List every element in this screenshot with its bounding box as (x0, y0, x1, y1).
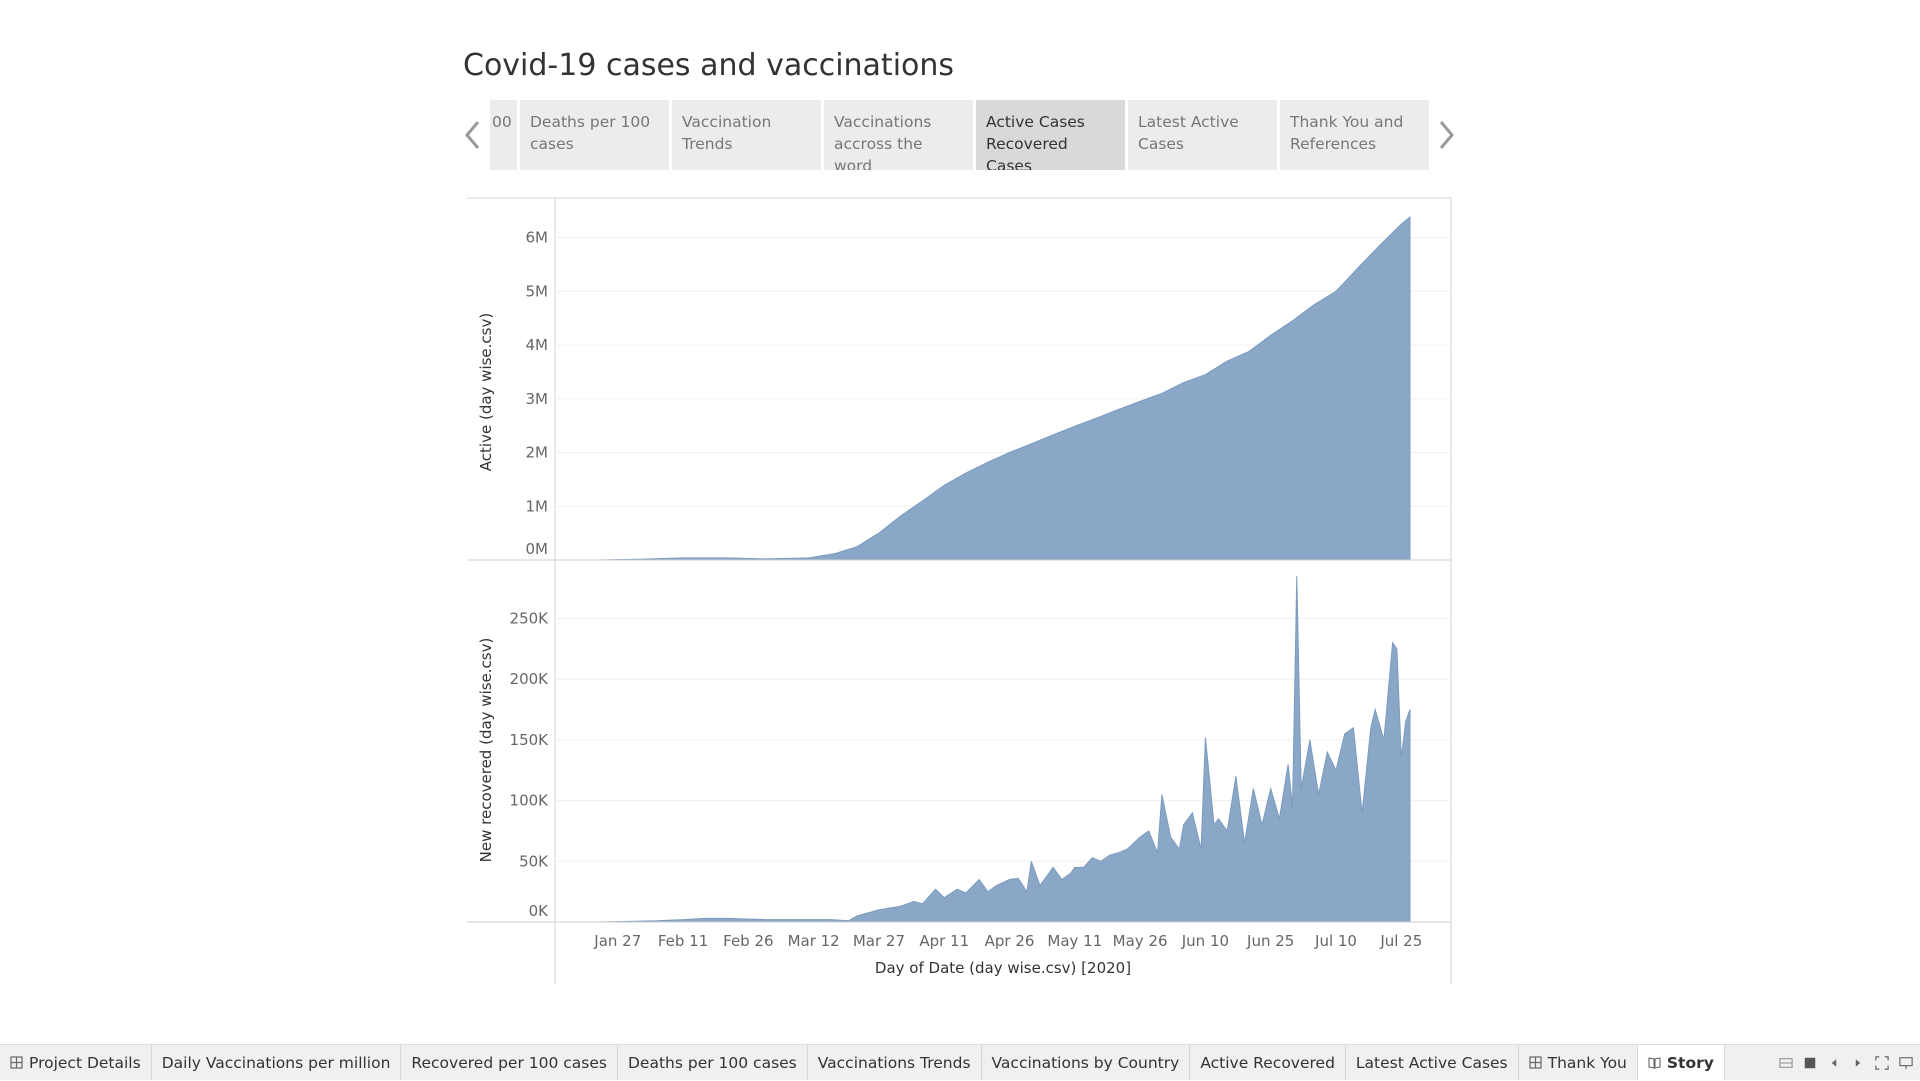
story-point-tab[interactable]: Deaths per 100 cases (520, 100, 669, 170)
story-point-label: Vaccinations accross the word (834, 113, 932, 170)
x-tick-label: May 11 (1047, 932, 1102, 950)
previous-sheet-icon[interactable] (1826, 1055, 1842, 1071)
story-point-label: Thank You and References (1290, 113, 1404, 153)
sheet-tab-label: Thank You (1547, 1053, 1627, 1072)
dashboard-icon (10, 1056, 23, 1069)
x-tick-label: May 26 (1113, 932, 1168, 950)
dual-area-chart[interactable]: 0M 1M 2M 3M 4M 5M 6M Active (day wise.csv) 0K 50K… (0, 0, 1920, 1000)
story-point-navigator: 00 Deaths per 100 cases Vaccination Tren… (490, 100, 1430, 170)
y-tick-label: 3M (526, 390, 549, 408)
x-axis-title: Day of Date (day wise.csv) [2020] (875, 959, 1131, 977)
x-tick-label: Jan 27 (593, 932, 641, 950)
x-tick-label: Jun 10 (1181, 932, 1229, 950)
sheet-tab-label: Story (1666, 1053, 1714, 1072)
sheet-tab-bar: Project Details Daily Vaccinations per mi… (0, 1044, 1920, 1080)
sheet-tab-label: Latest Active Cases (1355, 1053, 1508, 1072)
sheet-tab-label: Daily Vaccinations per million (161, 1053, 391, 1072)
sheet-tab[interactable]: Latest Active Cases (1346, 1045, 1519, 1080)
story-point-tab[interactable]: Latest Active Cases (1128, 100, 1277, 170)
sheet-tab[interactable]: Vaccinations Trends (808, 1045, 982, 1080)
next-sheet-icon[interactable] (1850, 1055, 1866, 1071)
x-tick-label: Jun 25 (1246, 932, 1294, 950)
sheet-tab[interactable]: Deaths per 100 cases (618, 1045, 808, 1080)
x-tick-label: Mar 12 (788, 932, 840, 950)
active-cases-area (595, 216, 1411, 561)
x-tick-label: Jul 10 (1314, 932, 1357, 950)
y-tick-label: 4M (526, 336, 549, 354)
story-title: Covid-19 cases and vaccinations (463, 48, 955, 83)
y-tick-label: 6M (526, 229, 549, 247)
story-icon (1648, 1057, 1661, 1069)
sheet-tab-label: Vaccinations by Country (991, 1053, 1180, 1072)
x-tick-label: Mar 27 (853, 932, 905, 950)
sheet-tab[interactable]: Project Details (0, 1045, 152, 1080)
sheet-tab-label: Deaths per 100 cases (627, 1053, 797, 1072)
filmstrip-icon[interactable] (1802, 1055, 1818, 1071)
sheet-tab-label: Recovered per 100 cases (411, 1053, 607, 1072)
sheet-tab-label: Active Recovered (1200, 1053, 1335, 1072)
story-point-tab[interactable]: Vaccination Trends (672, 100, 821, 170)
y-tick-label: 50K (519, 852, 549, 870)
grid-view-icon[interactable] (1778, 1055, 1794, 1071)
sheet-tab-label: Vaccinations Trends (817, 1053, 971, 1072)
y-tick-label: 1M (526, 497, 549, 515)
presentation-icon[interactable] (1898, 1055, 1914, 1071)
next-story-point-button[interactable] (1428, 100, 1464, 170)
story-point-label: Latest Active Cases (1138, 113, 1239, 153)
sheet-tab[interactable]: Story (1637, 1045, 1725, 1080)
x-tick-label: Apr 11 (919, 932, 969, 950)
dashboard-icon (1529, 1056, 1542, 1069)
story-point-tab[interactable]: Vaccinations accross the word (824, 100, 973, 170)
sheet-tab[interactable]: Thank You (1519, 1045, 1638, 1080)
sheet-tab[interactable]: Recovered per 100 cases (401, 1045, 618, 1080)
new-recovered-area (595, 576, 1411, 923)
story-point-tab[interactable]: Thank You and References (1280, 100, 1429, 170)
story-point-tab[interactable]: 00 (490, 100, 517, 170)
y-tick-label: 200K (510, 670, 550, 688)
previous-story-point-button[interactable] (455, 100, 491, 170)
sheet-navigation-controls (1778, 1045, 1914, 1081)
y-tick-label: 150K (510, 731, 550, 749)
chart-area: 0M 1M 2M 3M 4M 5M 6M Active (day wise.csv) 0K 50K… (0, 0, 1920, 1000)
y-tick-label: 2M (526, 444, 549, 462)
y-tick-label: 0K (529, 902, 550, 920)
y-tick-label: 0M (526, 540, 549, 558)
sheet-tab[interactable]: Daily Vaccinations per million (152, 1045, 402, 1080)
story-point-tab-active[interactable]: Active Cases Recovered Cases (976, 100, 1125, 170)
x-tick-label: Feb 11 (658, 932, 708, 950)
y-tick-label: 100K (510, 792, 550, 810)
story-point-label: 00 (492, 113, 512, 131)
y-axis-title: Active (day wise.csv) (477, 313, 495, 471)
x-tick-label: Jul 25 (1379, 932, 1422, 950)
y-axis-title: New recovered (day wise.csv) (477, 638, 495, 863)
sheet-tab[interactable]: Vaccinations by Country (982, 1045, 1191, 1080)
sheet-tab[interactable]: Active Recovered (1190, 1045, 1346, 1080)
fullscreen-icon[interactable] (1874, 1055, 1890, 1071)
x-tick-label: Feb 26 (723, 932, 773, 950)
chevron-left-icon (465, 121, 480, 149)
x-tick-label: Apr 26 (985, 932, 1035, 950)
chevron-right-icon (1439, 121, 1454, 149)
sheet-tab-label: Project Details (29, 1053, 141, 1072)
y-tick-label: 5M (526, 282, 549, 300)
story-point-label: Deaths per 100 cases (530, 113, 651, 153)
y-tick-label: 250K (510, 610, 550, 628)
story-point-label: Vaccination Trends (682, 113, 772, 153)
story-point-label: Active Cases Recovered Cases (986, 113, 1085, 170)
